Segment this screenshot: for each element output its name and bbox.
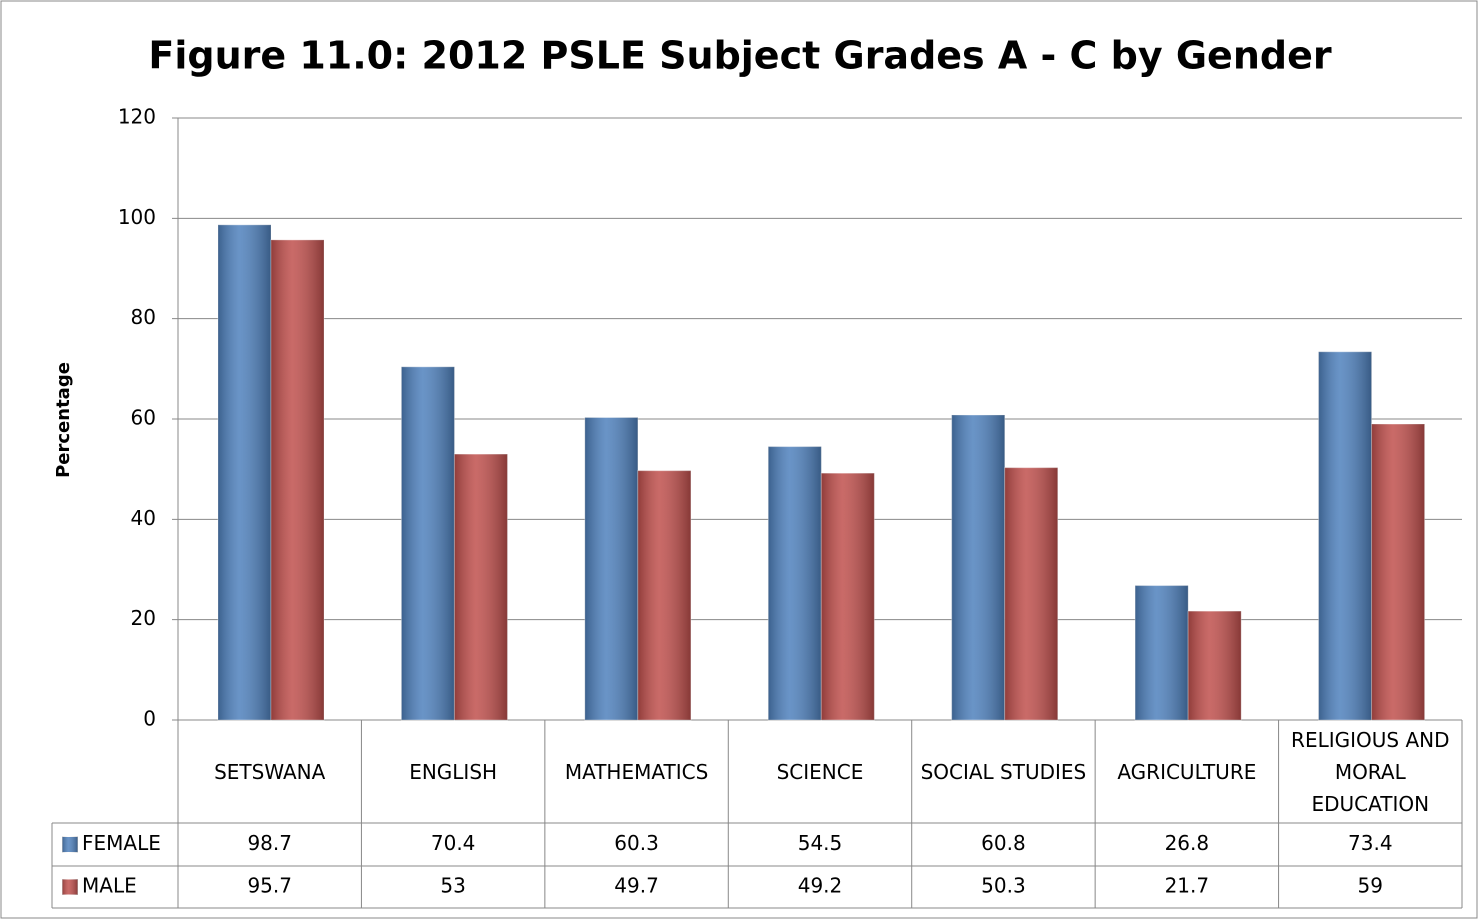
y-tick-label: 60 (131, 406, 156, 430)
y-tick-label: 100 (118, 205, 156, 229)
bar-shade (218, 224, 271, 721)
bar-shade (584, 417, 638, 720)
bar-shade (951, 414, 1005, 720)
legend-swatch-shade (62, 879, 78, 895)
table-value: 59 (1358, 874, 1383, 898)
x-tick-label: AGRICULTURE (1117, 759, 1257, 784)
table-value: 98.7 (247, 831, 292, 855)
table-value: 53 (440, 874, 465, 898)
y-tick-label: 20 (131, 606, 156, 630)
bar-shade (1188, 611, 1242, 720)
bar-shade (768, 446, 822, 720)
table-value: 60.3 (614, 831, 659, 855)
y-tick-label: 40 (131, 506, 156, 530)
y-tick-label: 120 (118, 105, 156, 129)
x-tick-label: SCIENCE (776, 759, 864, 784)
y-tick-label: 0 (143, 707, 156, 731)
bar-shade (1004, 467, 1058, 720)
x-tick-label: MATHEMATICS (564, 759, 709, 784)
table-value: 49.2 (798, 874, 843, 898)
bar-shade (401, 366, 455, 720)
table-value: 73.4 (1348, 831, 1393, 855)
bar-shade (1371, 424, 1425, 720)
legend-swatch-shade (62, 836, 78, 853)
y-tick-label: 80 (131, 305, 156, 329)
bar-shade (1135, 585, 1189, 720)
bar-shade (821, 473, 875, 720)
bar-shade (454, 454, 508, 720)
x-tick-label: SETSWANA (214, 759, 326, 784)
table-value: 21.7 (1165, 874, 1210, 898)
chart-title: Figure 11.0: 2012 PSLE Subject Grades A … (148, 34, 1331, 78)
x-tick-label: ENGLISH (409, 759, 498, 784)
legend-label: FEMALE (82, 831, 161, 855)
legend-label: MALE (82, 874, 137, 898)
bar-shade (1318, 351, 1372, 720)
table-value: 95.7 (247, 874, 292, 898)
x-tick-label: SOCIAL STUDIES (920, 759, 1087, 784)
table-value: 49.7 (614, 874, 659, 898)
table-value: 50.3 (981, 874, 1026, 898)
table-value: 26.8 (1165, 831, 1210, 855)
table-value: 70.4 (431, 831, 476, 855)
table-value: 60.8 (981, 831, 1026, 855)
bar-shade (271, 239, 324, 720)
table-value: 54.5 (798, 831, 843, 855)
x-tick-label: RELIGIOUS AND MORAL EDUCATION (1291, 727, 1450, 816)
y-axis-label: Percentage (53, 362, 74, 478)
bar-shade (637, 470, 691, 720)
